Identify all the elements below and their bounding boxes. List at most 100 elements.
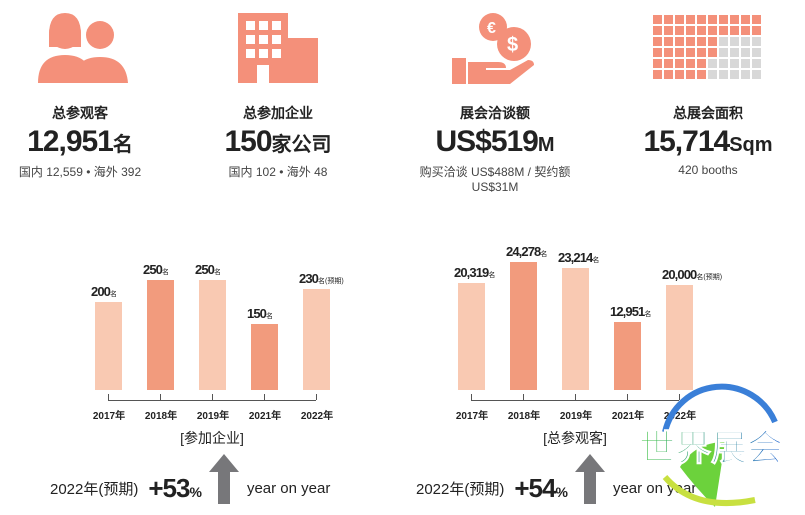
grid-cell (752, 70, 761, 79)
svg-text:世界展会: 世界展会 (639, 428, 783, 469)
visitors-chart: 20,319名 2017年 24,278名 2018年 23,214名 2019年 12,9… (433, 230, 733, 450)
x-tick-label: 2017年 (92, 411, 126, 422)
grid-cell (664, 59, 673, 68)
grid-cell (697, 70, 706, 79)
grid-cell (719, 48, 728, 57)
x-tick (523, 394, 524, 400)
grid-cell (752, 15, 761, 24)
data-value: 230 (299, 270, 319, 286)
data-value: 150 (247, 306, 267, 321)
area-grid-icon (608, 0, 805, 95)
data-label: 230名(预期) (299, 271, 344, 286)
stat-label: 总参观客 (52, 105, 108, 121)
grid-cell (697, 15, 706, 24)
bar (199, 280, 226, 390)
data-value: 12,951 (610, 303, 645, 319)
data-label: 250名 (143, 262, 169, 277)
data-label: 12,951名 (610, 304, 651, 319)
grid-cell (653, 26, 662, 35)
stat-label: 总展会面积 (673, 105, 743, 121)
yoy-percent: +54 (514, 472, 556, 503)
bar (458, 282, 485, 390)
grid-cell (708, 70, 717, 79)
grid-cell (686, 48, 695, 57)
x-axis (471, 400, 679, 401)
data-label: 23,214名 (558, 250, 599, 265)
data-unit: 名 (540, 251, 548, 258)
grid-cell (752, 59, 761, 68)
data-value: 24,278 (506, 244, 541, 259)
stat-unit: 家公司 (271, 134, 332, 156)
grid-cell (664, 48, 673, 57)
stat-value: 12,951 (27, 125, 114, 158)
data-label: 20,000名(预期) (662, 267, 722, 282)
data-value: 250 (143, 262, 163, 277)
grid-cell (741, 48, 750, 57)
data-unit: 名(预期) (318, 277, 344, 285)
yoy-companies: 2022年(预期) +53% year on year (50, 454, 331, 504)
grid-cell (719, 59, 728, 68)
stat-unit: M (537, 134, 555, 156)
grid-cell (708, 15, 717, 24)
visitors-icon (0, 0, 180, 95)
grid-cell (686, 37, 695, 46)
stat-companies: 总参加企业 150家公司 国内 102 • 海外 48 (178, 0, 378, 180)
stat-label: 展会洽谈额 (460, 105, 530, 121)
x-tick (212, 394, 213, 400)
data-label: 24,278名 (506, 244, 547, 259)
grid-cell (730, 15, 739, 24)
grid-cell (675, 15, 684, 24)
yoy-visitors: 2022年(预期) +54% year on year (416, 454, 696, 504)
grid-cell (730, 70, 739, 79)
stat-sub: 购买洽谈 US$488M / 契约额 US$31M (419, 165, 571, 194)
grid-cell (752, 26, 761, 35)
grid-cell (708, 26, 717, 35)
grid-cell (664, 26, 673, 35)
stat-unit: 名 (112, 134, 133, 156)
yoy-text: year on year (246, 479, 331, 497)
data-unit: 名 (592, 256, 600, 264)
grid-cell (697, 48, 706, 57)
x-tick-label: 2018年 (144, 411, 178, 422)
grid-cell (675, 59, 684, 68)
grid-cell (686, 59, 695, 68)
svg-text:$: $ (507, 34, 518, 56)
stat-deals: € $ 展会洽谈额 US$519M 购买洽谈 US$488M / 契约额 US$3… (395, 0, 595, 194)
yoy-percent: +53 (148, 472, 190, 503)
grid-cell (697, 59, 706, 68)
data-label: 150名 (247, 306, 273, 321)
chart-title: [总参观客] (543, 430, 607, 446)
data-unit: 名 (162, 269, 169, 276)
stat-label: 总参加企业 (243, 105, 313, 121)
stat-sub: 国内 102 • 海外 48 (228, 165, 328, 179)
grid-cell (741, 26, 750, 35)
grid-cell (719, 37, 728, 46)
x-tick (575, 394, 576, 400)
grid-cell (664, 70, 673, 79)
grid-cell (719, 26, 728, 35)
grid-cell (653, 59, 662, 68)
bar (666, 284, 693, 390)
grid-cell (741, 59, 750, 68)
percent-sign: % (189, 483, 201, 500)
x-tick-label: 2022年 (300, 411, 334, 422)
data-value: 20,319 (454, 264, 489, 280)
grid-cell (730, 48, 739, 57)
percent-sign: % (555, 483, 567, 500)
grid-cell (708, 59, 717, 68)
x-tick (679, 394, 680, 400)
stat-value: US$519 (435, 125, 538, 158)
data-unit: 名 (110, 291, 117, 298)
bar (614, 321, 641, 390)
x-tick (160, 394, 161, 400)
money-hand-icon: € $ (395, 0, 595, 95)
grid-cell (730, 37, 739, 46)
grid-cell (675, 48, 684, 57)
x-tick (316, 394, 317, 400)
grid-cell (741, 15, 750, 24)
grid-cell (653, 37, 662, 46)
bar (251, 324, 278, 390)
grid-cell (741, 70, 750, 79)
data-unit: 名 (266, 313, 273, 320)
x-tick (108, 394, 109, 400)
